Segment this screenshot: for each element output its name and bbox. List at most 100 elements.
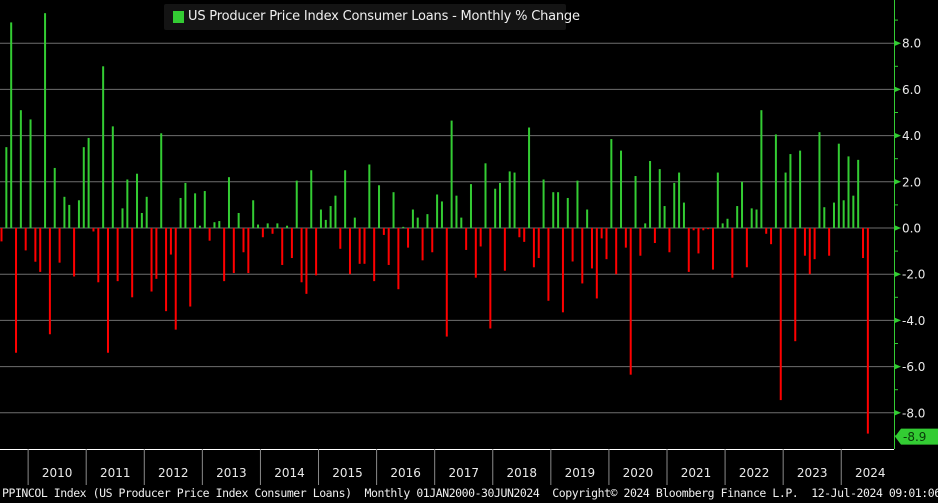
bar bbox=[140, 212, 143, 228]
bar bbox=[411, 209, 414, 228]
bar bbox=[378, 185, 381, 228]
bar bbox=[460, 217, 463, 228]
y-tick-label: 6.0 bbox=[902, 83, 921, 97]
bar bbox=[0, 228, 3, 242]
y-tick-marker bbox=[894, 178, 901, 185]
bar bbox=[615, 228, 618, 275]
bar bbox=[87, 137, 90, 228]
bar bbox=[499, 182, 502, 228]
bar bbox=[339, 228, 342, 249]
bar bbox=[528, 127, 531, 228]
y-tick-marker bbox=[894, 363, 901, 370]
bar bbox=[508, 171, 511, 228]
bar bbox=[828, 228, 831, 256]
x-tick-label: 2014 bbox=[274, 466, 305, 480]
bar bbox=[10, 22, 13, 228]
bar bbox=[111, 126, 114, 228]
bar bbox=[731, 228, 734, 278]
bar bbox=[484, 163, 487, 228]
legend-label: US Producer Price Index Consumer Loans -… bbox=[188, 9, 580, 24]
bar bbox=[503, 228, 506, 271]
bar bbox=[213, 222, 216, 228]
legend: US Producer Price Index Consumer Loans -… bbox=[164, 4, 580, 30]
bar bbox=[155, 228, 158, 279]
bar bbox=[750, 208, 753, 228]
bar bbox=[295, 180, 298, 228]
bar bbox=[697, 228, 700, 254]
bar bbox=[586, 209, 589, 228]
bar bbox=[837, 143, 840, 228]
bar bbox=[852, 195, 855, 228]
y-tick-label: 2.0 bbox=[902, 175, 921, 189]
bar bbox=[653, 228, 656, 244]
bar bbox=[832, 202, 835, 228]
bar bbox=[595, 228, 598, 299]
y-tick-label: -6.0 bbox=[902, 360, 925, 374]
bar bbox=[73, 228, 76, 277]
bar bbox=[387, 228, 390, 265]
bar bbox=[760, 110, 763, 228]
bar bbox=[610, 139, 613, 228]
bar bbox=[252, 200, 255, 228]
bar bbox=[523, 228, 526, 242]
bar bbox=[131, 228, 134, 298]
bar bbox=[19, 110, 22, 228]
bar bbox=[194, 193, 197, 228]
bar bbox=[363, 228, 366, 264]
bar bbox=[218, 221, 221, 228]
bar bbox=[271, 228, 274, 234]
bar bbox=[29, 119, 32, 228]
bar bbox=[44, 13, 47, 229]
bar bbox=[779, 228, 782, 401]
bar bbox=[445, 228, 448, 337]
bar bbox=[344, 170, 347, 228]
bar bbox=[106, 228, 109, 353]
bar bbox=[707, 228, 710, 230]
bar bbox=[547, 228, 550, 301]
bar bbox=[165, 228, 168, 312]
bar bbox=[169, 228, 172, 255]
bar bbox=[358, 228, 361, 264]
bar bbox=[794, 228, 797, 342]
footer-range: Monthly 01JAN2000-30JUN2024 bbox=[364, 486, 540, 500]
bar bbox=[116, 228, 119, 282]
bar bbox=[847, 156, 850, 228]
bar bbox=[329, 206, 332, 228]
bar bbox=[692, 228, 695, 231]
bar bbox=[474, 228, 477, 278]
bar bbox=[63, 196, 66, 228]
bar bbox=[392, 192, 395, 228]
bar bbox=[179, 197, 182, 228]
bar bbox=[465, 228, 468, 250]
y-tick-marker bbox=[894, 86, 901, 93]
bar bbox=[189, 228, 192, 307]
bar bbox=[440, 201, 443, 228]
bar bbox=[315, 228, 318, 276]
bar bbox=[716, 172, 719, 228]
bar bbox=[726, 218, 729, 228]
bar bbox=[605, 228, 608, 260]
bar bbox=[416, 217, 419, 228]
bar bbox=[755, 209, 758, 228]
bar bbox=[48, 228, 51, 335]
bar bbox=[431, 228, 434, 253]
bar bbox=[745, 228, 748, 268]
bar bbox=[862, 228, 865, 259]
x-tick-label: 2022 bbox=[739, 466, 770, 480]
bar bbox=[334, 195, 337, 228]
bar bbox=[774, 134, 777, 228]
bar bbox=[866, 228, 869, 434]
bar bbox=[407, 228, 410, 248]
bar bbox=[770, 228, 773, 245]
bar bbox=[644, 223, 647, 228]
bar bbox=[261, 228, 264, 238]
bar bbox=[426, 214, 429, 228]
bar bbox=[479, 228, 482, 247]
bar bbox=[286, 225, 289, 228]
bar bbox=[77, 200, 80, 228]
x-tick-label: 2015 bbox=[332, 466, 363, 480]
bar bbox=[257, 224, 260, 228]
bar bbox=[300, 228, 303, 283]
bar bbox=[310, 170, 313, 228]
bar bbox=[513, 172, 516, 228]
